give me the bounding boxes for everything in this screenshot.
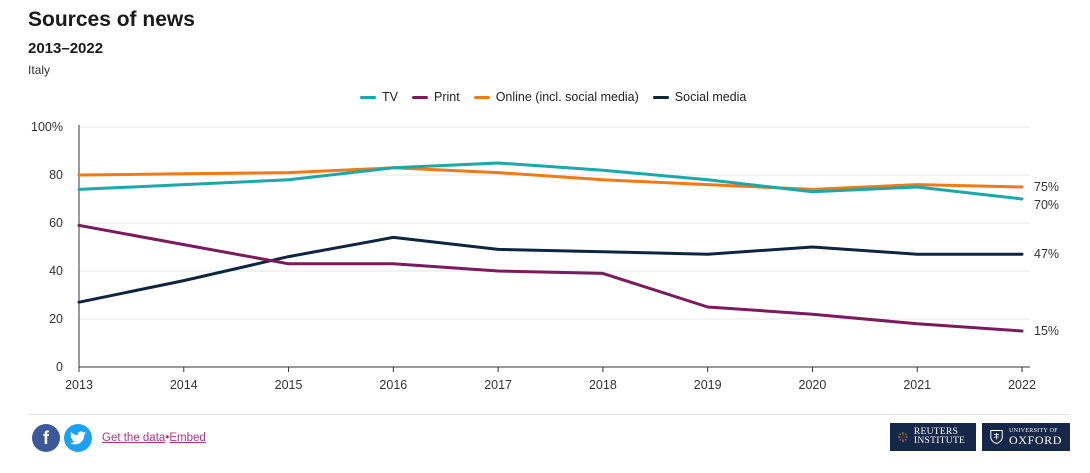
reuters-dots-icon [898,432,908,442]
y-tick-label: 100% [31,120,63,134]
legend-swatch-tv [360,95,376,99]
x-tick-label: 2021 [903,378,931,392]
footer-links: Get the data•Embed [102,432,206,444]
x-tick-label: 2020 [799,378,827,392]
legend-item-tv[interactable]: TV [360,90,398,104]
legend-label-social: Social media [674,90,747,104]
x-tick-label: 2013 [65,378,93,392]
legend-label-tv: TV [382,90,398,104]
chart-title: Sources of news [28,8,195,31]
footer-divider [28,414,1070,415]
x-tick-label: 2018 [589,378,617,392]
y-tick-label: 40 [49,264,63,278]
series-line-social-media [77,235,1024,304]
end-label-social-media: 47% [1034,247,1059,261]
oxford-big-text: OXFORD [1009,433,1062,447]
facebook-glyph: f [43,427,49,448]
x-tick-label: 2016 [379,378,407,392]
legend-swatch-social [652,95,669,99]
legend-item-print[interactable]: Print [411,90,460,104]
reuters-logo-text: REUTERS INSTITUTE [913,426,966,446]
chart-region: Italy [28,63,51,77]
legend-item-social[interactable]: Social media [652,90,747,104]
x-tick-label: 2022 [1008,378,1036,392]
x-tick-label: 2015 [275,378,303,392]
reuters-institute-logo[interactable]: REUTERS INSTITUTE [890,423,976,451]
x-tick-label: 2014 [170,378,198,392]
series-line-tv [77,161,1024,201]
oxford-logo[interactable]: UNIVERSITY OF OXFORD [982,423,1070,451]
oxford-small-text: UNIVERSITY OF [1009,428,1058,434]
legend-swatch-print [411,95,428,99]
x-tick-label: 2017 [484,378,512,392]
twitter-share-icon[interactable] [64,424,92,452]
end-label-online-incl-social-media: 75% [1034,180,1059,194]
oxford-crest-icon [990,429,1003,445]
x-tick-label: 2019 [694,378,722,392]
legend-label-online: Online (incl. social media) [495,90,639,104]
series-line-print [77,223,1024,333]
facebook-share-icon[interactable]: f [32,424,60,452]
link-separator: • [165,432,170,444]
legend-label-print: Print [433,90,460,104]
y-tick-label: 60 [49,216,63,230]
get-the-data-link[interactable]: Get the data [102,432,166,444]
legend-item-online[interactable]: Online (incl. social media) [473,90,639,104]
y-tick-label: 20 [49,312,63,326]
end-label-tv: 70% [1034,198,1059,212]
embed-link[interactable]: Embed [169,432,206,444]
legend-swatch-online [473,95,490,99]
legend: TV Print Online (incl. social media) Soc… [360,90,746,104]
chart-subtitle: 2013–2022 [28,40,104,57]
series-line-online-incl-social-media [77,166,1024,191]
end-label-print: 15% [1034,324,1059,338]
y-tick-label: 80 [49,168,63,182]
y-tick-label: 0 [56,360,63,374]
twitter-bird-icon [70,431,86,445]
